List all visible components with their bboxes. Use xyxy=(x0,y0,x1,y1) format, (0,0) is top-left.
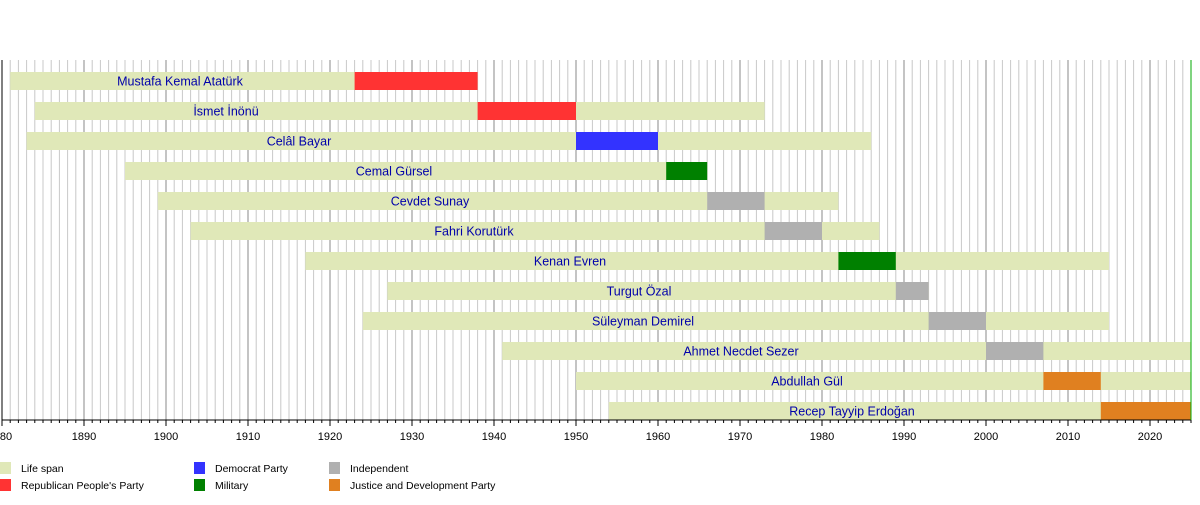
term-bar xyxy=(666,162,708,180)
x-tick-label: 1920 xyxy=(318,431,342,443)
x-tick-label: 1970 xyxy=(728,431,752,443)
term-bar xyxy=(707,192,765,210)
x-tick-label: 1940 xyxy=(482,431,506,443)
lifespan-bar xyxy=(576,372,1191,390)
president-label: Abdullah Gül xyxy=(771,375,843,389)
lifespan-bar xyxy=(305,252,1109,270)
lifespan-bar xyxy=(157,192,839,210)
lifespan-bar xyxy=(125,162,708,180)
term-bar xyxy=(764,222,822,240)
president-label: Cemal Gürsel xyxy=(356,165,432,179)
lifespan-bar xyxy=(387,282,929,300)
legend-label-dp: Democrat Party xyxy=(215,463,289,475)
president-label: Turgut Özal xyxy=(607,285,672,299)
term-bar xyxy=(928,312,986,330)
president-label: Fahri Korutürk xyxy=(434,225,514,239)
term-bar xyxy=(576,132,658,150)
x-tick-label: 1950 xyxy=(564,431,588,443)
x-tick-label: 1990 xyxy=(892,431,916,443)
term-bar xyxy=(354,72,478,90)
x-tick-label: 2000 xyxy=(974,431,998,443)
lifespan-bar xyxy=(608,402,1191,420)
legend-label-akp: Justice and Development Party xyxy=(350,480,496,492)
lifespan-bar xyxy=(34,102,765,120)
president-label: Mustafa Kemal Atatürk xyxy=(117,75,244,89)
term-bar xyxy=(986,342,1044,360)
x-tick-label: 1980 xyxy=(810,431,834,443)
term-bar xyxy=(1043,372,1101,390)
legend-swatch-ind xyxy=(329,462,340,474)
lifespan-bar xyxy=(26,132,872,150)
x-tick-label: 1890 xyxy=(72,431,96,443)
legend-swatch-dp xyxy=(194,462,205,474)
legend-swatch-chp xyxy=(0,479,11,491)
president-label: Celâl Bayar xyxy=(267,135,332,149)
legend-label-chp: Republican People's Party xyxy=(21,480,145,492)
x-tick-label: 2020 xyxy=(1138,431,1162,443)
term-bar xyxy=(838,252,896,270)
president-label: Recep Tayyip Erdoğan xyxy=(789,405,915,419)
legend-swatch-akp xyxy=(329,479,340,491)
president-label: Süleyman Demirel xyxy=(592,315,694,329)
x-tick-label: 1960 xyxy=(646,431,670,443)
term-bar xyxy=(895,282,929,300)
x-tick-label: 1900 xyxy=(154,431,178,443)
lifespan-bar xyxy=(190,222,880,240)
term-bar xyxy=(1100,402,1191,420)
president-label: Ahmet Necdet Sezer xyxy=(683,345,798,359)
legend-label-ind: Independent xyxy=(350,463,408,475)
legend-label-mil: Military xyxy=(215,480,249,492)
legend-swatch-mil xyxy=(194,479,205,491)
lifespan-bar xyxy=(362,312,1109,330)
x-tick-label: 2010 xyxy=(1056,431,1080,443)
president-label: Kenan Evren xyxy=(534,255,606,269)
legend-swatch-life xyxy=(0,462,11,474)
term-bar xyxy=(477,102,576,120)
legend-label-life: Life span xyxy=(21,463,64,475)
lifespan-bar xyxy=(502,342,1191,360)
x-tick-label: 1910 xyxy=(236,431,260,443)
x-tick-label: 80 xyxy=(0,431,12,443)
x-tick-label: 1930 xyxy=(400,431,424,443)
president-label: Cevdet Sunay xyxy=(391,195,470,209)
president-label: İsmet İnönü xyxy=(193,105,258,119)
